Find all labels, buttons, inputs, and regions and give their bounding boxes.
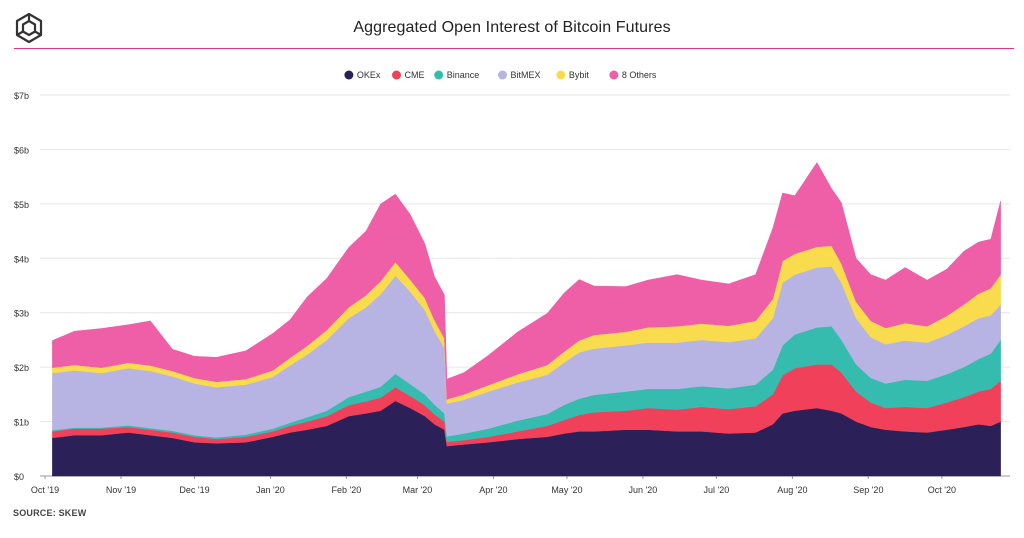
- legend-label: Bybit: [569, 70, 590, 80]
- watermark: THE BLOCK: [431, 252, 630, 290]
- legend-label: 8 Others: [622, 70, 657, 80]
- stacked-area-chart: $0 $1b $2b $3b $4b $5b $6b $7b Oct '19 Nov '19 Dec…: [14, 70, 1010, 495]
- title-divider: [14, 48, 1014, 49]
- x-tick-label: Sep '20: [853, 485, 883, 495]
- y-tick-label: $3b: [14, 309, 29, 319]
- y-tick-label: $7b: [14, 91, 29, 101]
- y-tick-label: $2b: [14, 363, 29, 373]
- source-note: SOURCE: SKEW: [13, 508, 87, 518]
- legend-swatch: [392, 70, 401, 80]
- y-tick-label: $6b: [14, 145, 29, 155]
- x-tick-label: May '20: [551, 485, 582, 495]
- legend-label: OKEx: [357, 70, 381, 80]
- legend-swatch: [344, 70, 354, 80]
- legend-label: BitMEX: [511, 70, 541, 80]
- legend-label: CME: [405, 70, 425, 80]
- area-series-8-others: [52, 162, 1001, 400]
- legend-swatch: [609, 70, 619, 80]
- legend-swatch: [434, 70, 444, 80]
- x-tick-label: Aug '20: [777, 485, 807, 495]
- x-tick-label: Oct '19: [31, 485, 59, 495]
- x-tick-label: Oct '20: [928, 485, 956, 495]
- x-tick-label: Jan '20: [256, 485, 285, 495]
- y-tick-label: $1b: [14, 418, 29, 428]
- y-tick-label: $5b: [14, 200, 29, 210]
- chart-title: Aggregated Open Interest of Bitcoin Futu…: [353, 19, 671, 36]
- x-tick-label: Jun '20: [629, 485, 658, 495]
- the-block-logo-icon: [15, 12, 43, 44]
- y-tick-label: $0: [14, 472, 24, 482]
- x-tick-label: Dec '19: [179, 485, 209, 495]
- y-tick-label: $4b: [14, 254, 29, 264]
- x-tick-label: Nov '19: [106, 485, 136, 495]
- legend-swatch: [498, 70, 507, 80]
- legend-swatch: [556, 70, 566, 80]
- x-tick-label: Mar '20: [403, 485, 433, 495]
- legend: OKEx CME Binance BitMEX Bybit 8 Others: [344, 70, 657, 80]
- x-tick-label: Apr '20: [479, 485, 507, 495]
- x-tick-label: Jul '20: [704, 485, 730, 495]
- x-tick-label: Feb '20: [332, 485, 362, 495]
- legend-label: Binance: [447, 70, 480, 80]
